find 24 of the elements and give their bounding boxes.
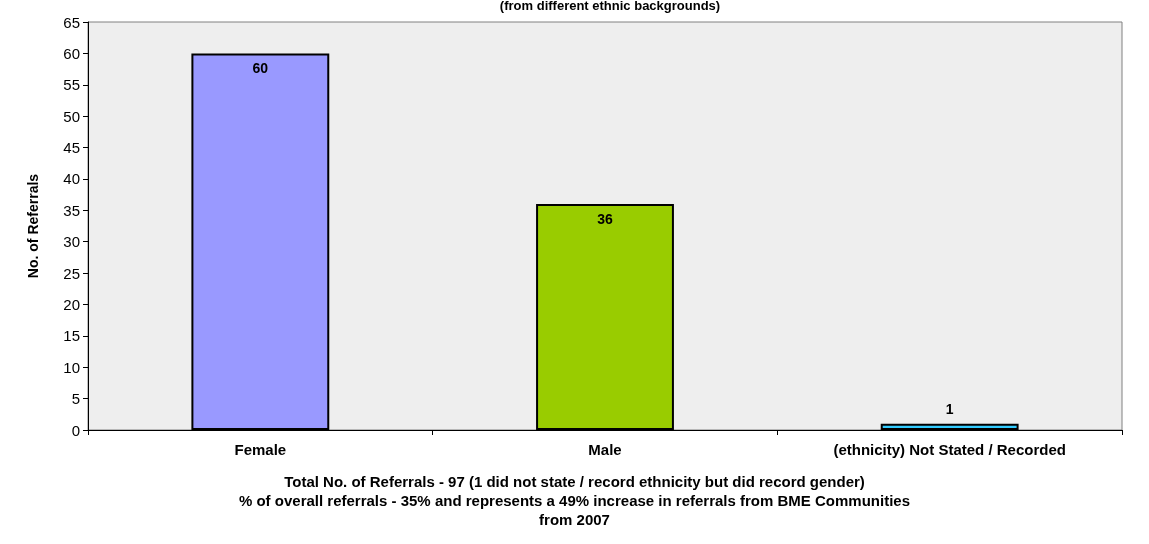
y-tick-label: 0 xyxy=(71,421,80,439)
y-tick-label: 60 xyxy=(63,44,80,62)
text: % of overall referrals - 35% and represents a 49% increase in referrals from BME Communities from 2007 xyxy=(238,492,911,528)
y-tick-label: 35 xyxy=(63,201,80,219)
y-tick-label: 50 xyxy=(63,107,80,125)
y-tick-label: 20 xyxy=(63,295,80,313)
y-tick-label: 45 xyxy=(63,139,80,157)
y-tick-label: 10 xyxy=(63,358,80,376)
y-tick-label: 30 xyxy=(63,233,80,251)
y-tick-label: 15 xyxy=(63,327,80,345)
data-label: 60 xyxy=(252,60,269,77)
y-tick-label: 55 xyxy=(63,76,80,94)
y-tick-label: 40 xyxy=(63,170,80,188)
y-axis-title: No. of Referrals xyxy=(25,173,41,279)
y-tick-label: 25 xyxy=(63,264,80,282)
x-tick-label: Female xyxy=(234,441,287,458)
text: Total No. of Referrals - 97 (1 did not state / record ethnicity but did record gender) xyxy=(284,473,865,490)
x-tick-label: (ethnicity) Not Stated / Recorded xyxy=(833,441,1066,458)
y-tick-label: 65 xyxy=(63,13,80,31)
chart-subtitle: (from different ethnic backgrounds) xyxy=(499,0,721,13)
y-tick-label: 5 xyxy=(71,390,80,408)
data-label: 36 xyxy=(597,211,613,228)
x-tick-label: Male xyxy=(588,441,622,458)
data-label: 1 xyxy=(945,400,954,417)
